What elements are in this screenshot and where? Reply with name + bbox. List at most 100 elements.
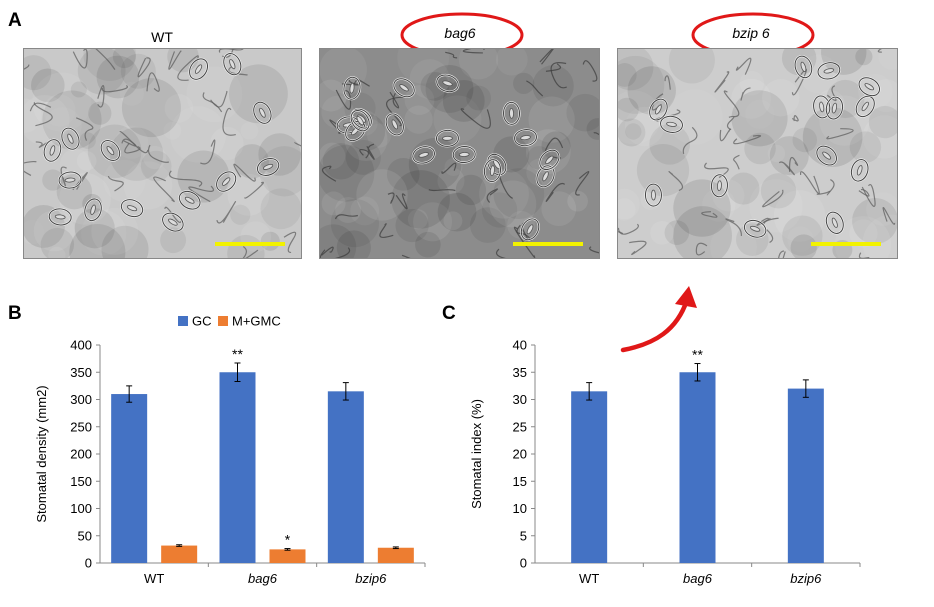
bar: [571, 391, 608, 563]
stoma-icon: [483, 158, 502, 183]
significance-label: *: [285, 532, 291, 548]
stoma-icon: [435, 73, 460, 93]
error-bar: [176, 544, 183, 547]
x-tick-label: bag6: [683, 571, 713, 586]
stoma-icon: [48, 207, 73, 227]
stoma-icon: [411, 145, 436, 165]
micrograph-bzip6: [617, 48, 898, 259]
stoma-icon: [435, 129, 460, 148]
x-tick-label: bzip6: [355, 571, 387, 586]
stoma-icon: [812, 94, 831, 119]
stoma-icon: [43, 138, 62, 163]
bar: [327, 391, 364, 563]
stoma-icon: [815, 145, 838, 167]
legend-item: M+GMC: [218, 314, 281, 329]
svg-text:M+GMC: M+GMC: [232, 314, 281, 329]
error-bar: [342, 382, 349, 401]
stoma-icon: [710, 173, 729, 198]
y-tick-label: 30: [513, 392, 527, 407]
error-bar: [586, 382, 593, 401]
x-tick-label: bzip6: [790, 571, 822, 586]
image-label-wt: WT: [151, 29, 173, 45]
micrograph-bag6: [319, 48, 600, 259]
scale-bar: [513, 242, 583, 246]
stoma-icon: [855, 95, 876, 118]
chart-stomatal-density: 0 50 100 150 200 250 300 350 400 Stomatal density…: [34, 314, 426, 586]
stoma-icon: [520, 217, 540, 241]
y-tick-label: 10: [513, 501, 527, 516]
panel-letter-c: C: [442, 303, 456, 324]
y-tick-label: 0: [520, 556, 527, 571]
y-tick-label: 300: [70, 392, 92, 407]
stoma-icon: [83, 197, 103, 222]
stoma-icon: [350, 109, 371, 132]
stoma-icon: [452, 145, 477, 164]
y-tick-label: 100: [70, 501, 92, 516]
x-tick-label: bag6: [248, 571, 278, 586]
y-tick-label: 350: [70, 365, 92, 380]
stoma-icon: [215, 170, 237, 193]
chart-stomatal-index: 0 5 10 15 20 25 30 35 40 Stomatal index (%) WT bag6…: [469, 338, 861, 586]
bar: [269, 549, 306, 563]
scale-bar: [811, 242, 881, 246]
bar: [219, 372, 256, 563]
stoma-icon: [644, 182, 663, 208]
stoma-icon: [857, 76, 881, 97]
error-bar: [802, 379, 809, 398]
image-label-bag6: bag6: [444, 25, 476, 41]
stoma-icon: [743, 219, 767, 239]
y-tick-label: 15: [513, 474, 527, 489]
y-axis-label: Stomatal index (%): [469, 399, 484, 509]
stoma-icon: [60, 127, 81, 151]
stoma-icon: [850, 158, 870, 183]
y-tick-label: 35: [513, 365, 527, 380]
stoma-icon: [535, 164, 556, 188]
x-tick-label: WT: [144, 571, 164, 586]
stoma-icon: [342, 76, 362, 101]
y-tick-label: 20: [513, 447, 527, 462]
stoma-icon: [385, 112, 405, 137]
bar: [679, 372, 716, 563]
curved-arrow-icon: [620, 286, 697, 353]
y-tick-label: 250: [70, 419, 92, 434]
x-tick-label: WT: [579, 571, 599, 586]
panel-letter-b: B: [8, 303, 22, 324]
stoma-icon: [825, 211, 845, 235]
error-bar: [126, 385, 133, 403]
y-tick-label: 0: [85, 556, 92, 571]
y-tick-label: 400: [70, 338, 92, 353]
image-label-bzip6: bzip 6: [732, 25, 770, 41]
micrograph-wt: [23, 48, 302, 259]
y-axis-label: Stomatal density (mm2): [34, 385, 49, 522]
significance-label: **: [232, 346, 243, 362]
stoma-icon: [392, 77, 416, 98]
error-bar: [392, 546, 399, 550]
bar: [377, 547, 414, 563]
bar: [111, 394, 148, 563]
scale-bar: [215, 242, 285, 246]
y-tick-label: 200: [70, 447, 92, 462]
stoma-icon: [513, 128, 538, 147]
significance-label: **: [692, 347, 703, 363]
stoma-icon: [100, 139, 121, 162]
legend-item: GC: [178, 314, 212, 329]
panel-letter-a: A: [8, 10, 22, 31]
stoma-icon: [57, 170, 83, 190]
bar: [787, 388, 824, 563]
stoma-icon: [648, 98, 669, 122]
stoma-icon: [659, 115, 684, 134]
stoma-icon: [793, 55, 813, 79]
error-bar: [694, 363, 701, 382]
error-bar: [284, 548, 291, 551]
stoma-icon: [252, 101, 273, 125]
y-tick-label: 50: [78, 528, 92, 543]
y-tick-label: 5: [520, 528, 527, 543]
y-tick-label: 150: [70, 474, 92, 489]
stoma-icon: [222, 52, 242, 76]
svg-text:GC: GC: [192, 314, 212, 329]
stoma-icon: [161, 212, 185, 233]
stoma-icon: [538, 149, 561, 171]
y-tick-label: 25: [513, 419, 527, 434]
stoma-icon: [188, 57, 209, 81]
stoma-icon: [825, 96, 844, 121]
